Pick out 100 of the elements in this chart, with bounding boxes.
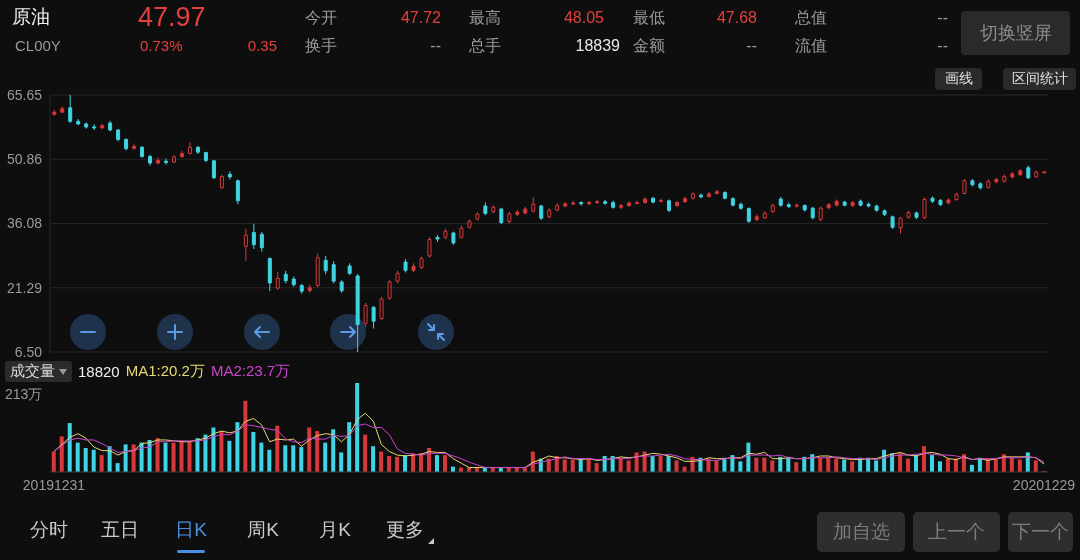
bar <box>83 447 88 472</box>
button: 加自选 <box>817 512 905 552</box>
bar <box>434 455 439 472</box>
bar <box>945 458 950 472</box>
candlestick <box>531 196 536 214</box>
text: MA2:23.7万 <box>210 362 291 381</box>
bar <box>307 427 312 472</box>
text: 周K <box>247 519 279 542</box>
button: 区间统计 <box>1003 68 1076 90</box>
candlestick <box>459 225 464 240</box>
candlestick <box>291 275 296 288</box>
candlestick <box>116 128 121 142</box>
text: 0.35 <box>247 37 277 55</box>
candlestick <box>164 158 169 166</box>
candlestick <box>1010 171 1015 179</box>
bar <box>738 461 743 472</box>
candlestick <box>746 206 751 224</box>
button: 上一个 <box>913 512 1000 552</box>
candlestick <box>148 154 153 167</box>
candlestick <box>611 200 616 210</box>
y-tick-label: 50.86 <box>6 151 43 168</box>
chart-subtitle: CL00Y <box>15 37 61 55</box>
bar <box>275 425 280 472</box>
candlestick <box>60 106 65 114</box>
candlestick <box>475 211 480 221</box>
candlestick <box>172 154 176 164</box>
candlestick <box>778 196 783 208</box>
text: 月K <box>319 519 351 542</box>
candlestick <box>307 284 312 293</box>
candlestick <box>387 279 392 301</box>
candlestick <box>1002 174 1007 184</box>
candlestick <box>331 260 336 284</box>
candlestick <box>659 198 664 204</box>
candlestick <box>986 179 991 190</box>
bar <box>299 447 304 472</box>
candlestick <box>651 196 656 204</box>
bar <box>442 455 447 472</box>
candlestick <box>571 200 576 206</box>
bar <box>818 457 823 472</box>
candlestick <box>140 145 145 159</box>
candlestick <box>411 262 416 273</box>
candlestick <box>946 197 951 205</box>
candlestick <box>76 118 81 126</box>
candlestick <box>914 211 919 220</box>
text: 0.73% <box>140 37 183 55</box>
candlestick <box>108 120 113 132</box>
candlestick <box>339 279 344 294</box>
candlestick <box>810 206 815 220</box>
candlestick <box>371 305 376 330</box>
bar <box>1009 457 1014 472</box>
candlestick <box>1042 170 1047 174</box>
candlestick <box>52 109 57 117</box>
candlestick <box>682 196 687 204</box>
bar <box>658 455 663 472</box>
text: 五日 <box>101 519 139 542</box>
candlestick <box>938 198 943 207</box>
y-tick-label: 6.50 <box>14 343 43 360</box>
bar <box>395 456 400 472</box>
candlestick <box>515 209 520 217</box>
candlestick <box>850 200 855 208</box>
bar <box>75 442 80 472</box>
candlestick <box>299 283 304 295</box>
candlestick <box>156 156 161 165</box>
bar <box>211 427 216 472</box>
candlestick <box>962 178 967 195</box>
candlestick <box>435 234 440 243</box>
button: 切换竖屏 <box>961 11 1070 55</box>
bar <box>770 460 775 472</box>
candlestick <box>834 198 839 207</box>
candlestick <box>906 210 911 220</box>
candlestick <box>124 137 129 151</box>
candlestick <box>930 195 935 204</box>
candlestick <box>443 228 448 240</box>
candlestick <box>1018 168 1023 177</box>
candlestick <box>690 191 695 200</box>
candlestick <box>970 178 975 187</box>
candlestick <box>890 215 895 230</box>
button: 画线 <box>935 68 982 90</box>
candlestick <box>315 253 320 288</box>
candlestick <box>786 202 791 209</box>
candlestick <box>595 199 600 205</box>
text: -- <box>937 36 948 56</box>
bar <box>922 446 927 472</box>
candlestick <box>539 204 544 221</box>
text: 今开 <box>305 8 337 28</box>
candlestick <box>603 199 608 206</box>
candlestick <box>874 204 879 213</box>
candlestick <box>667 198 671 213</box>
text: 18820 <box>78 363 120 380</box>
bar <box>235 422 240 472</box>
bar <box>762 457 767 472</box>
bar <box>874 460 879 472</box>
candlestick <box>419 255 424 270</box>
candlestick <box>770 203 775 214</box>
candlestick <box>635 200 640 205</box>
bar <box>379 451 384 472</box>
candlestick <box>978 181 983 190</box>
candlestick <box>275 271 280 291</box>
bar <box>179 440 184 472</box>
text: 分时 <box>30 519 68 542</box>
